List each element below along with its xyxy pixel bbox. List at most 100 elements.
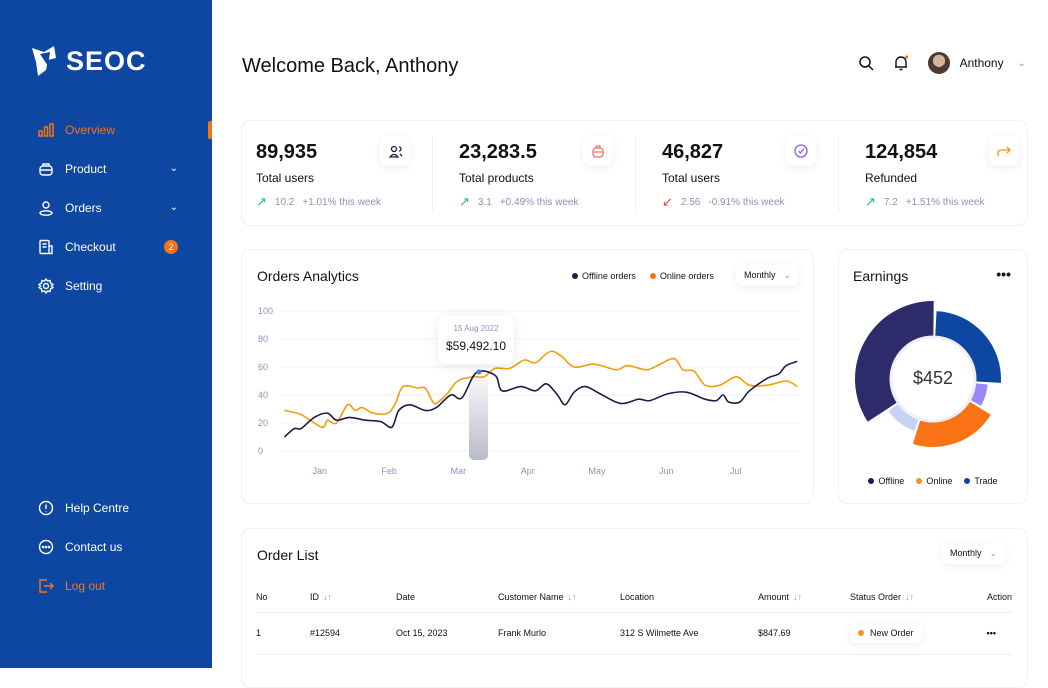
col-label: Amount: [758, 591, 790, 602]
orders-line-chart: 0 20 40 60 80 100 Jan Feb Mar Apr May Jun Jul: [258, 306, 798, 476]
status-badge: New Order: [850, 623, 922, 643]
col-date: Date: [396, 582, 498, 613]
chevron-down-icon[interactable]: ⌄: [169, 163, 178, 174]
legend-label: Online orders: [659, 271, 714, 281]
sort-icon[interactable]: ↓↑: [323, 591, 332, 602]
divider: [432, 136, 433, 212]
donut-slice: [912, 401, 991, 447]
legend-label: Trade: [974, 476, 998, 486]
chart-tooltip: 15 Aug 2022 $59,492.10: [438, 316, 514, 364]
sidebar-item-overview[interactable]: Overview: [38, 110, 212, 149]
col-id[interactable]: ID ↓↑: [310, 582, 396, 613]
logout-icon: [39, 578, 54, 593]
dropdown-value: Monthly: [950, 548, 982, 558]
stat-label: Refunded: [865, 171, 918, 185]
chevron-down-icon: ⌄: [783, 270, 792, 280]
y-tick-label: 60: [258, 362, 268, 372]
more-icon[interactable]: •••: [960, 612, 1012, 655]
donut-slice: [888, 403, 919, 431]
tooltip-value: $59,492.10: [445, 339, 507, 353]
card-title: Orders Analytics: [257, 268, 359, 284]
sidebar-item-label: Overview: [65, 122, 116, 137]
card-title: Earnings: [853, 268, 909, 284]
active-indicator: [208, 121, 212, 139]
x-tick-label: Apr: [521, 466, 535, 476]
col-amount[interactable]: Amount ↓↑: [758, 582, 850, 613]
chevron-down-icon[interactable]: ⌄: [169, 202, 178, 213]
stat-total-users: 89,935 Total users ↗ 10.2 +1.01% this week: [242, 121, 438, 225]
stat-delta: 10.2: [274, 197, 295, 208]
sort-icon[interactable]: ↓↑: [793, 591, 803, 602]
sidebar-item-orders[interactable]: Orders ⌄: [38, 188, 212, 227]
col-customer-name[interactable]: Customer Name ↓↑: [498, 582, 620, 613]
stat-label: Total products: [459, 171, 534, 185]
checkout-badge: 2: [164, 239, 178, 254]
users-icon: [380, 136, 410, 166]
divider: [838, 136, 839, 212]
legend-offline: Offline: [868, 476, 904, 486]
search-icon[interactable]: [858, 55, 874, 71]
stat-change: -0.91% this week: [708, 197, 785, 208]
more-icon[interactable]: •••: [996, 266, 1011, 282]
stat-delta: 2.56: [680, 197, 701, 208]
trend-up-icon: ↗: [459, 194, 470, 209]
sidebar-item-log-out[interactable]: Log out: [38, 566, 212, 605]
orders-analytics-card: Orders Analytics Offline orders Online o…: [241, 249, 814, 504]
col-no: No: [256, 582, 310, 613]
period-dropdown[interactable]: Monthly ⌄: [736, 265, 800, 286]
cell-location: 312 S Wilmette Ave: [620, 612, 758, 655]
table-row[interactable]: 1 #12594 Oct 15, 2023 Frank Murlo 312 S …: [256, 612, 1012, 655]
orders-table: No ID ↓↑ Date Customer Name ↓↑ Location Am…: [256, 582, 1012, 655]
legend-offline-orders: Offline orders: [572, 271, 636, 281]
donut-center: [889, 335, 977, 423]
brand-name: SEOC: [66, 45, 147, 76]
page-title: Welcome Back, Anthony: [242, 55, 459, 77]
sidebar-item-checkout[interactable]: Checkout 2: [38, 227, 212, 266]
stat-refunded: 124,854 Refunded ↗ 7.2 +1.51% this week: [851, 121, 1047, 225]
brand-logo[interactable]: SEOC: [30, 44, 147, 78]
user-name: Anthony: [959, 56, 1004, 70]
legend-dot: [964, 478, 971, 484]
legend-trade: Trade: [964, 476, 998, 486]
sidebar-item-product[interactable]: Product ⌄: [38, 149, 212, 188]
col-status[interactable]: Status Order ↓↑: [850, 582, 960, 613]
sidebar-item-label: Orders: [65, 200, 102, 215]
sidebar-item-setting[interactable]: Setting: [38, 266, 212, 305]
sort-icon[interactable]: ↓↑: [905, 591, 915, 602]
trend-down-icon: ↙: [662, 194, 673, 209]
period-dropdown[interactable]: Monthly ⌄: [942, 543, 1006, 564]
sidebar-item-contact-us[interactable]: Contact us: [38, 527, 212, 566]
legend-dot: [649, 273, 656, 279]
sidebar-item-label: Setting: [65, 278, 103, 293]
bell-icon[interactable]: [892, 54, 910, 72]
hover-highlight-bar: [469, 368, 488, 460]
y-tick-label: 0: [258, 446, 263, 456]
status-dot: [858, 630, 864, 636]
sidebar-item-help-centre[interactable]: Help Centre: [38, 488, 212, 527]
donut-slice: [935, 311, 1001, 383]
legend-dot: [916, 478, 923, 484]
avatar: [927, 52, 950, 74]
sort-icon[interactable]: ↓↑: [567, 591, 577, 602]
stat-trend: ↗ 10.2 +1.01% this week: [256, 195, 381, 208]
stat-value: 89,935: [256, 141, 318, 163]
stats-card: 89,935 Total users ↗ 10.2 +1.01% this week…: [241, 120, 1028, 226]
x-tick-label: Feb: [381, 466, 397, 476]
bar-chart-icon: [38, 122, 54, 137]
cell-amount: $847.69: [758, 612, 850, 655]
legend-dot: [572, 273, 578, 279]
stat-value: 124,854: [865, 141, 938, 163]
col-label: Customer Name: [498, 591, 564, 602]
stat-delta: 3.1: [477, 197, 492, 208]
cell-no: 1: [256, 612, 310, 655]
stat-value: 23,283.5: [459, 141, 537, 163]
stat-trend: ↙ 2.56 -0.91% this week: [662, 194, 785, 209]
sidebar-item-label: Help Centre: [65, 500, 130, 515]
receipt-icon: [39, 239, 53, 254]
stat-value: 46,827: [662, 141, 724, 163]
x-tick-label: Jun: [659, 466, 674, 476]
user-menu[interactable]: Anthony ⌄: [927, 52, 1026, 74]
x-tick-label: Jul: [730, 466, 742, 476]
stat-total-users: 46,827 Total users ↙ 2.56 -0.91% this week: [648, 121, 844, 225]
cell-date: Oct 15, 2023: [396, 612, 498, 655]
